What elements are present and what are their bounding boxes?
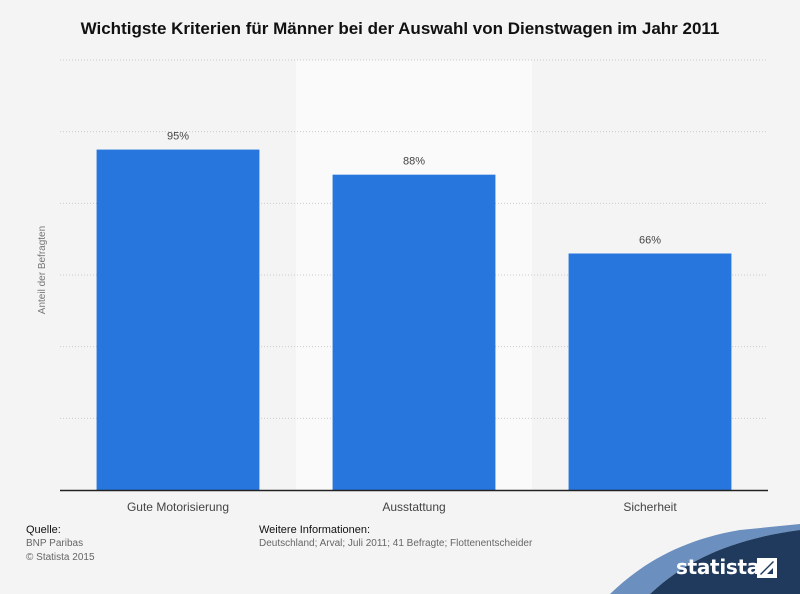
- source-block: Quelle: BNP Paribas © Statista 2015: [26, 523, 95, 565]
- bar: [568, 253, 732, 490]
- info-heading: Weitere Informationen:: [259, 524, 371, 536]
- value-label: 88%: [403, 156, 425, 168]
- x-tick-label: Sicherheit: [623, 500, 677, 514]
- chart-title: Wichtigste Kriterien für Männer bei der …: [80, 19, 720, 38]
- info-block: Weitere Informationen: Deutschland; Arva…: [259, 523, 532, 551]
- y-axis-label: Anteil der Befragten: [37, 226, 48, 314]
- brand-banner-shape: [650, 530, 800, 594]
- brand-logo-text[interactable]: statista: [676, 555, 760, 579]
- source-line-publisher: BNP Paribas: [26, 538, 84, 549]
- source-heading: Quelle:: [26, 524, 61, 536]
- x-tick-label: Ausstattung: [382, 500, 445, 514]
- brand-wave: [610, 524, 800, 594]
- value-label: 95%: [167, 131, 189, 143]
- x-tick-label: Gute Motorisierung: [127, 500, 229, 514]
- bar: [332, 174, 496, 490]
- bar: [96, 149, 260, 491]
- source-line-copyright: © Statista 2015: [26, 552, 95, 563]
- brand-logo-icon: [757, 558, 777, 578]
- value-label: 66%: [639, 235, 661, 247]
- info-text: Deutschland; Arval; Juli 2011; 41 Befrag…: [259, 538, 533, 549]
